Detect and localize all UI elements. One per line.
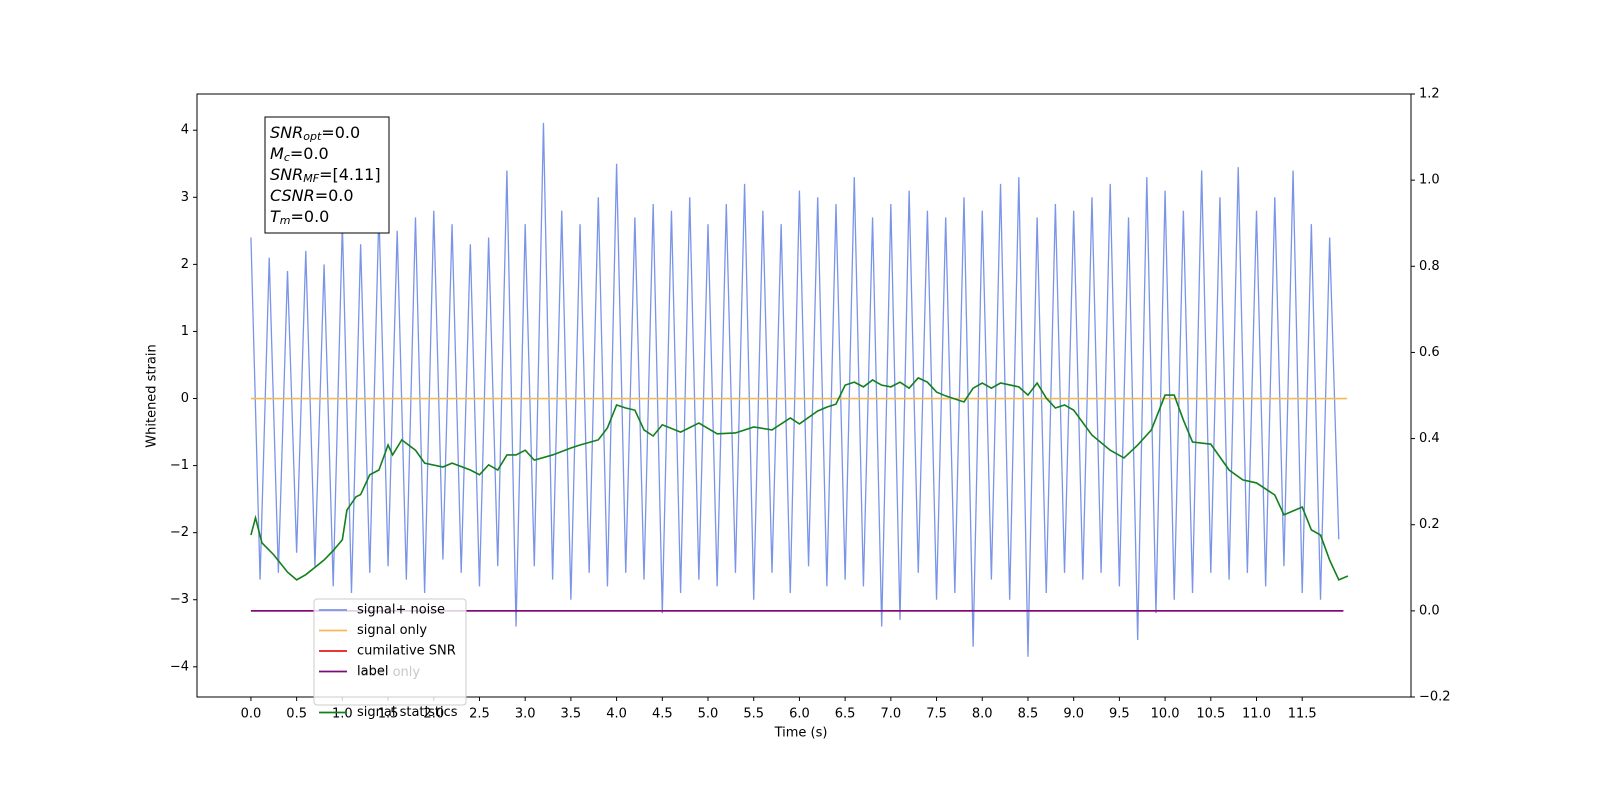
annotation-symbol: SNR <box>270 123 303 142</box>
x-tick-label: 5.5 <box>743 707 764 722</box>
y2-tick-label: 0.8 <box>1419 259 1440 274</box>
x-tick-label: 6.5 <box>835 707 856 722</box>
x-tick-label: 3.5 <box>561 707 582 722</box>
y-tick-label: 4 <box>181 123 189 138</box>
plot-area <box>250 122 1349 657</box>
x-tick-label: 7.0 <box>881 707 902 722</box>
annotation-value: =0.0 <box>315 186 354 205</box>
annotation-box: SNRopt=0.0Mc=0.0SNRMF=[4.11]CSNR=0.0Tm=0… <box>264 116 390 234</box>
y2-tick-label: 0.6 <box>1419 345 1440 360</box>
y2-tick-label: 1.0 <box>1419 173 1440 188</box>
annotation-line: CSNR=0.0 <box>270 186 354 205</box>
x-tick-label: 1.0 <box>332 707 353 722</box>
y2-tick-label: 0.0 <box>1419 603 1440 618</box>
y-tick-label: −2 <box>170 525 189 540</box>
x-tick-label: 3.0 <box>515 707 536 722</box>
annotation-value: =0.0 <box>290 144 329 163</box>
annotation-symbol: CSNR <box>270 186 315 205</box>
legend-frame <box>313 598 467 706</box>
y2-tick-label: 0.2 <box>1419 517 1440 532</box>
x-tick-label: 11.0 <box>1242 707 1271 722</box>
y-axis-label: Whitened strain <box>145 344 160 447</box>
x-tick-label: 5.0 <box>698 707 719 722</box>
annotation-subscript: MF <box>303 172 319 185</box>
y-tick-label: 2 <box>181 257 189 272</box>
annotation-symbol: SNR <box>270 165 303 184</box>
y-tick-label: 0 <box>181 391 189 406</box>
x-tick-label: 4.5 <box>652 707 673 722</box>
legend-label: label <box>357 664 388 679</box>
x-tick-label: 4.0 <box>606 707 627 722</box>
annotation-frame <box>264 116 390 234</box>
y-tick-label: −1 <box>170 458 189 473</box>
x-tick-label: 0.5 <box>286 707 307 722</box>
y2-tick-label: −0.2 <box>1419 690 1451 705</box>
x-tick-label: 0.0 <box>241 707 262 722</box>
annotation-subscript: m <box>280 214 291 227</box>
x-tick-label: 9.5 <box>1109 707 1130 722</box>
y-tick-label: −4 <box>170 659 189 674</box>
annotation-symbol: M <box>270 144 284 163</box>
series-line <box>250 376 1349 581</box>
annotation-line: SNRopt=0.0 <box>270 123 360 144</box>
legend-label: signal+ noise <box>357 603 445 618</box>
annotation-value: =[4.11] <box>319 165 381 184</box>
legend-label: signal only <box>357 623 427 638</box>
annotation-subscript: opt <box>303 130 322 143</box>
plot-frame <box>196 93 1412 698</box>
x-tick-label: 2.5 <box>469 707 490 722</box>
y-tick-label: 3 <box>181 190 189 205</box>
x-tick-label: 6.0 <box>789 707 810 722</box>
y-tick-label: 1 <box>181 324 189 339</box>
annotation-subscript: c <box>284 151 290 164</box>
y2-tick-label: 0.4 <box>1419 431 1440 446</box>
annotation-value: =0.0 <box>321 123 360 142</box>
x-tick-label: 2.0 <box>423 707 444 722</box>
legend-label: cumilative SNR <box>357 644 456 659</box>
x-tick-label: 9.0 <box>1063 707 1084 722</box>
x-tick-label: 11.5 <box>1288 707 1317 722</box>
legend-hidden-text: label only <box>357 665 420 680</box>
x-tick-label: 8.0 <box>972 707 993 722</box>
x-tick-label: 7.5 <box>926 707 947 722</box>
annotation-value: =0.0 <box>291 207 330 226</box>
annotation-symbol: T <box>270 207 281 226</box>
x-tick-label: 8.5 <box>1018 707 1039 722</box>
x-tick-label: 10.5 <box>1196 707 1225 722</box>
legend: label only signal+ noise signal only cumila… <box>313 598 467 720</box>
annotation-line: Mc=0.0 <box>270 144 329 165</box>
legend-label: signal statistics <box>357 705 458 720</box>
annotation-line: SNRMF=[4.11] <box>270 165 381 186</box>
y-tick-label: −3 <box>170 592 189 607</box>
annotation-line: Tm=0.0 <box>270 207 329 228</box>
y2-tick-label: 1.2 <box>1419 87 1440 102</box>
x-tick-label: 10.0 <box>1151 707 1180 722</box>
series-line <box>250 122 1340 657</box>
x-axis-label: Time (s) <box>774 726 828 741</box>
x-tick-label: 1.5 <box>378 707 399 722</box>
